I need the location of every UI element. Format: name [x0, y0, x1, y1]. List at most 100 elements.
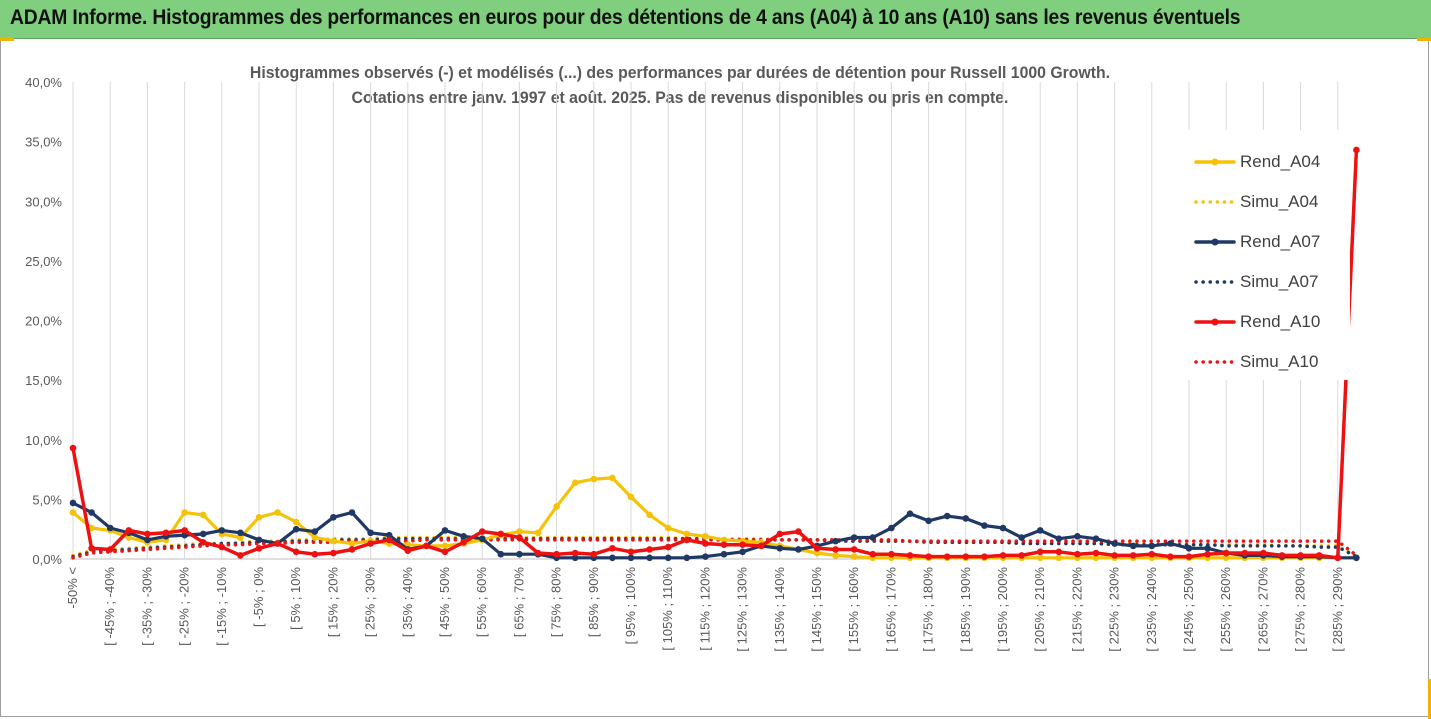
chart-title-line-1: Histogrammes observés (-) et modélisés (…	[249, 63, 1111, 82]
data-point	[69, 499, 77, 507]
x-tick-label: [ 175% ; 180%	[921, 567, 936, 652]
x-tick-label: [ 245% ; 250%	[1181, 567, 1196, 652]
data-point	[757, 542, 765, 550]
data-point	[460, 539, 467, 546]
data-point	[590, 475, 598, 483]
y-tick-label: 25,0%	[25, 254, 62, 269]
data-point	[144, 530, 151, 538]
data-point	[795, 546, 802, 553]
x-tick-label: [ 135% ; 140%	[772, 567, 787, 652]
data-point	[497, 530, 505, 538]
y-tick-label: 30,0%	[25, 194, 62, 209]
data-point	[292, 518, 300, 526]
data-point	[274, 540, 281, 547]
data-point	[1111, 540, 1118, 547]
data-point	[646, 554, 653, 562]
legend-swatch	[1194, 238, 1236, 246]
data-point	[813, 544, 821, 552]
data-point	[367, 529, 374, 537]
data-point	[460, 533, 467, 540]
data-point	[181, 527, 188, 534]
data-point	[330, 549, 337, 557]
data-point	[720, 541, 728, 548]
data-point	[1129, 552, 1137, 559]
data-point	[218, 543, 226, 551]
data-point	[832, 537, 839, 545]
x-tick-label: [ -25% ; -20%	[177, 567, 192, 646]
data-point	[516, 550, 523, 558]
data-point	[199, 530, 207, 538]
data-point	[1297, 552, 1304, 559]
x-tick-label: [ -15% ; -10%	[214, 567, 229, 646]
x-tick-label: [ 75% ; 80%	[549, 567, 564, 638]
legend-label: Simu_A07	[1240, 272, 1319, 291]
data-point	[1167, 540, 1174, 547]
data-point	[144, 536, 151, 544]
data-point	[1278, 552, 1286, 559]
data-point	[553, 550, 560, 558]
data-point	[683, 530, 691, 538]
data-point	[348, 540, 356, 547]
data-point	[404, 547, 412, 554]
legend-swatch	[1194, 360, 1236, 364]
legend-label: Simu_A04	[1240, 192, 1319, 211]
data-point	[497, 550, 505, 558]
data-point	[237, 534, 244, 541]
data-point	[255, 536, 263, 544]
data-point	[311, 534, 319, 541]
data-point	[1148, 542, 1156, 550]
series-line	[71, 538, 1359, 560]
data-point	[664, 524, 672, 532]
data-point	[69, 509, 77, 516]
data-point	[1036, 527, 1044, 534]
data-point	[1092, 535, 1100, 543]
y-tick-label: 5,0%	[32, 492, 62, 507]
data-point	[571, 479, 579, 486]
data-point	[627, 493, 635, 501]
data-point	[218, 527, 226, 534]
data-point	[348, 509, 356, 516]
data-point	[1036, 548, 1044, 556]
data-point	[664, 543, 672, 551]
data-point	[702, 533, 709, 540]
legend-label: Rend_A07	[1240, 232, 1321, 251]
data-point	[590, 550, 598, 558]
x-tick-label: [ -45% ; -40%	[102, 567, 117, 646]
data-point	[702, 553, 709, 560]
x-tick-label: [ 125% ; 130%	[735, 567, 750, 652]
data-point	[348, 546, 356, 553]
report-title: ADAM Informe. Histogrammes des performan…	[10, 6, 1241, 29]
data-point	[646, 546, 653, 553]
data-point	[553, 503, 560, 510]
y-tick-label: 40,0%	[25, 75, 62, 90]
data-point	[88, 524, 95, 532]
series-line	[71, 476, 1359, 560]
data-point	[1129, 542, 1137, 550]
data-point	[199, 539, 207, 546]
x-tick-label: [ 205% ; 210%	[1032, 567, 1047, 652]
data-point	[1018, 534, 1025, 541]
data-point	[683, 554, 691, 562]
data-point	[1260, 549, 1267, 557]
data-point	[943, 512, 951, 520]
data-point	[962, 553, 970, 560]
x-tick-label: [ 115% ; 120%	[697, 567, 712, 651]
legend-label: Simu_A10	[1240, 352, 1319, 371]
x-tick-label: [ 45% ; 50%	[437, 567, 452, 638]
data-point	[106, 546, 114, 553]
y-tick-label: 0,0%	[32, 552, 62, 567]
x-tick-label: [ 275% ; 280%	[1293, 567, 1308, 652]
series-rend-a07	[69, 499, 1360, 562]
data-point	[181, 509, 188, 516]
x-tick-label: [ 35% ; 40%	[400, 567, 415, 638]
data-point	[739, 541, 746, 548]
data-point	[1334, 554, 1342, 562]
data-point	[1204, 550, 1211, 558]
data-point	[981, 553, 988, 560]
legend-swatch	[1194, 200, 1236, 204]
data-point	[88, 509, 95, 516]
data-point	[1018, 552, 1025, 559]
data-point	[943, 553, 951, 560]
data-point	[776, 544, 784, 552]
